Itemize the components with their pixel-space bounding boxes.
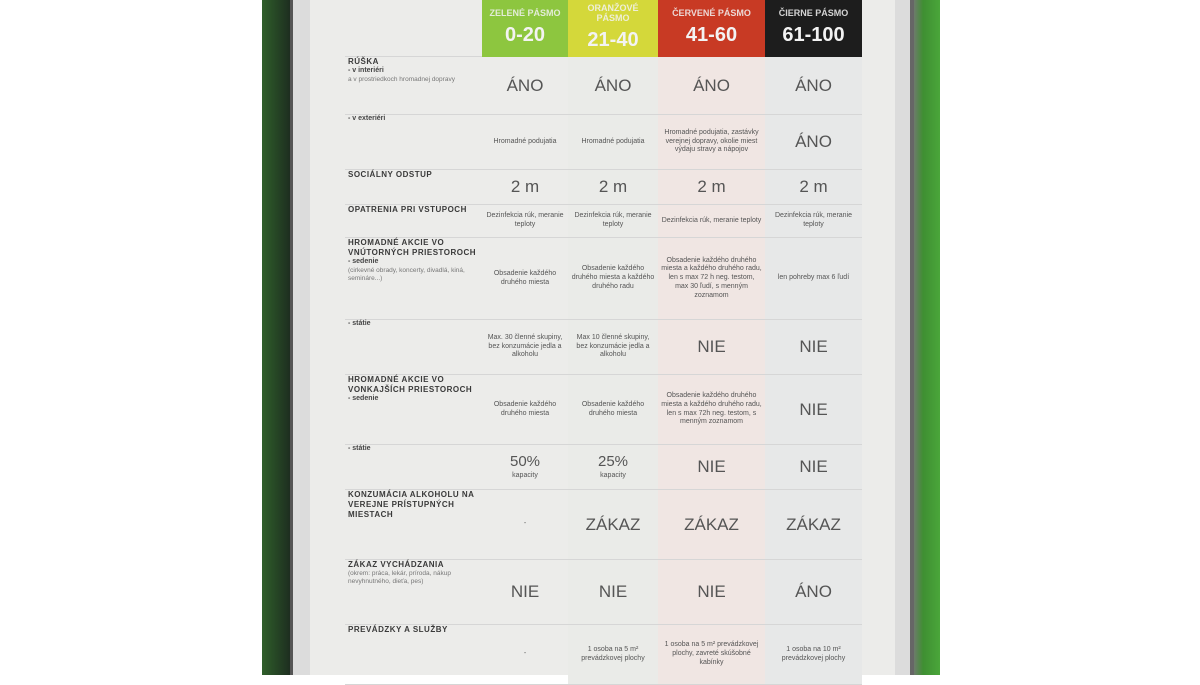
row-subtitle: - v exteriéri bbox=[348, 115, 386, 122]
capacity-percent: 25% bbox=[597, 453, 629, 471]
row-title: HROMADNÉ AKCIE VO VNÚTORNÝCH PRIESTOROCH bbox=[348, 238, 477, 257]
zone-name: ZELENÉ PÁSMO bbox=[489, 8, 561, 19]
row-subtitle: - v interiéri bbox=[348, 67, 384, 74]
zone-range: 0-20 bbox=[504, 23, 546, 46]
row-note: (okrem: práca, lekár, príroda, nákup nev… bbox=[348, 570, 451, 586]
table-cell: Dezinfekcia rúk, meranie teploty bbox=[568, 205, 658, 238]
row-subtitle: - státie bbox=[348, 445, 371, 452]
table-cell: 2 m bbox=[658, 170, 765, 205]
table-cell: ÁNO bbox=[765, 115, 862, 170]
zone-name: ORANŽOVÉ PÁSMO bbox=[587, 3, 639, 23]
row-title: HROMADNÉ AKCIE VO VONKAJŠÍCH PRIESTOROCH bbox=[348, 375, 473, 394]
table-cell: Hromadné podujatia, zastávky verejnej do… bbox=[658, 115, 765, 170]
table-cell: ÁNO bbox=[568, 57, 658, 115]
zone-header: ČIERNE PÁSMO 61-100 bbox=[765, 0, 862, 57]
table-cell: - bbox=[482, 490, 568, 560]
table-cell: Obsadenie každého druhého miesta a každé… bbox=[658, 238, 765, 320]
row-label: - státie bbox=[345, 445, 482, 490]
capacity-percent: 50% bbox=[509, 453, 541, 471]
table-cell: 50% kapacity bbox=[482, 445, 568, 490]
row-title: OPATRENIA PRI VSTUPOCH bbox=[348, 205, 467, 214]
table-cell: Max 10 členné skupiny, bez konzumácie je… bbox=[568, 320, 658, 375]
table-cell: NIE bbox=[482, 560, 568, 625]
table-cell: - bbox=[482, 625, 568, 685]
zone-range: 61-100 bbox=[782, 23, 845, 46]
table-cell: Hromadné podujatia bbox=[482, 115, 568, 170]
row-label: PREVÁDZKY A SLUŽBY bbox=[345, 625, 482, 685]
table-cell: ZÁKAZ bbox=[568, 490, 658, 560]
row-label: - státie bbox=[345, 320, 482, 375]
table-cell: 1 osoba na 10 m² prevádzkovej plochy bbox=[765, 625, 862, 685]
table-cell: ÁNO bbox=[658, 57, 765, 115]
row-title: KONZUMÁCIA ALKOHOLU NA VEREJNE PRÍSTUPNÝ… bbox=[348, 490, 475, 519]
table-cell: NIE bbox=[568, 560, 658, 625]
zone-name: ČIERNE PÁSMO bbox=[778, 8, 849, 19]
table-cell: Dezinfekcia rúk, meranie teploty bbox=[658, 205, 765, 238]
capacity-label: kapacity bbox=[512, 472, 538, 479]
row-label: SOCIÁLNY ODSTUP bbox=[345, 170, 482, 205]
table-cell: 2 m bbox=[568, 170, 658, 205]
header-empty bbox=[345, 0, 482, 57]
table-cell: 1 osoba na 5 m² prevádzkovej plochy, zav… bbox=[658, 625, 765, 685]
row-subtitle: - státie bbox=[348, 320, 371, 327]
row-title: RÚŠKA bbox=[348, 57, 379, 66]
table-cell: Obsadenie každého druhého miesta bbox=[482, 375, 568, 445]
table-cell: ÁNO bbox=[482, 57, 568, 115]
table-cell: Max. 30 členné skupiny, bez konzumácie j… bbox=[482, 320, 568, 375]
table-cell: len pohreby max 6 ľudí bbox=[765, 238, 862, 320]
zone-header: ORANŽOVÉ PÁSMO 21-40 bbox=[568, 0, 658, 57]
table-cell: NIE bbox=[765, 320, 862, 375]
zone-range: 21-40 bbox=[587, 28, 639, 51]
table-cell: NIE bbox=[658, 320, 765, 375]
row-label: HROMADNÉ AKCIE VO VNÚTORNÝCH PRIESTOROCH… bbox=[345, 238, 482, 320]
table-cell: NIE bbox=[658, 560, 765, 625]
table-cell: NIE bbox=[658, 445, 765, 490]
zone-range: 41-60 bbox=[685, 23, 738, 46]
table-cell: 2 m bbox=[482, 170, 568, 205]
row-label: - v exteriéri bbox=[345, 115, 482, 170]
table-cell: NIE bbox=[765, 375, 862, 445]
row-label: HROMADNÉ AKCIE VO VONKAJŠÍCH PRIESTOROCH… bbox=[345, 375, 482, 445]
zone-header: ZELENÉ PÁSMO 0-20 bbox=[482, 0, 568, 57]
table-cell: Obsadenie každého druhého miesta bbox=[482, 238, 568, 320]
table-cell: Obsadenie každého druhého miesta a každé… bbox=[658, 375, 765, 445]
table-cell: Obsadenie každého druhého miesta bbox=[568, 375, 658, 445]
table-cell: 25% kapacity bbox=[568, 445, 658, 490]
table-cell: Dezinfekcia rúk, meranie teploty bbox=[482, 205, 568, 238]
covid-zones-table: ZELENÉ PÁSMO 0-20 ORANŽOVÉ PÁSMO 21-40 ČERVE… bbox=[345, 0, 862, 685]
table-cell: ZÁKAZ bbox=[658, 490, 765, 560]
table-cell: NIE bbox=[765, 445, 862, 490]
row-label: KONZUMÁCIA ALKOHOLU NA VEREJNE PRÍSTUPNÝ… bbox=[345, 490, 482, 560]
row-subtitle: - sedenie bbox=[348, 258, 379, 265]
table-cell: Hromadné podujatia bbox=[568, 115, 658, 170]
table-cell: 2 m bbox=[765, 170, 862, 205]
zone-header: ČERVENÉ PÁSMO 41-60 bbox=[658, 0, 765, 57]
table-cell: Obsadenie každého druhého miesta a každé… bbox=[568, 238, 658, 320]
row-label: RÚŠKA - v interiéri a v prostriedkoch hrom… bbox=[345, 57, 482, 115]
row-label: OPATRENIA PRI VSTUPOCH bbox=[345, 205, 482, 238]
row-title: PREVÁDZKY A SLUŽBY bbox=[348, 625, 448, 634]
table-cell: 1 osoba na 5 m² prevádzkovej plochy bbox=[568, 625, 658, 685]
capacity-label: kapacity bbox=[600, 472, 626, 479]
table-cell: ZÁKAZ bbox=[765, 490, 862, 560]
table-cell: Dezinfekcia rúk, meranie teploty bbox=[765, 205, 862, 238]
row-subtitle: - sedenie bbox=[348, 395, 379, 402]
row-title: ZÁKAZ VYCHÁDZANIA bbox=[348, 560, 445, 569]
row-title: SOCIÁLNY ODSTUP bbox=[348, 170, 433, 179]
background-right bbox=[912, 0, 940, 675]
row-note: (cirkevné obrady, koncerty, divadlá, kin… bbox=[348, 266, 465, 282]
table-cell: ÁNO bbox=[765, 560, 862, 625]
background-left bbox=[262, 0, 292, 675]
zone-name: ČERVENÉ PÁSMO bbox=[672, 8, 751, 19]
row-label: ZÁKAZ VYCHÁDZANIA (okrem: práca, lekár, p… bbox=[345, 560, 482, 625]
row-note: a v prostriedkoch hromadnej dopravy bbox=[348, 75, 455, 83]
table-cell: ÁNO bbox=[765, 57, 862, 115]
